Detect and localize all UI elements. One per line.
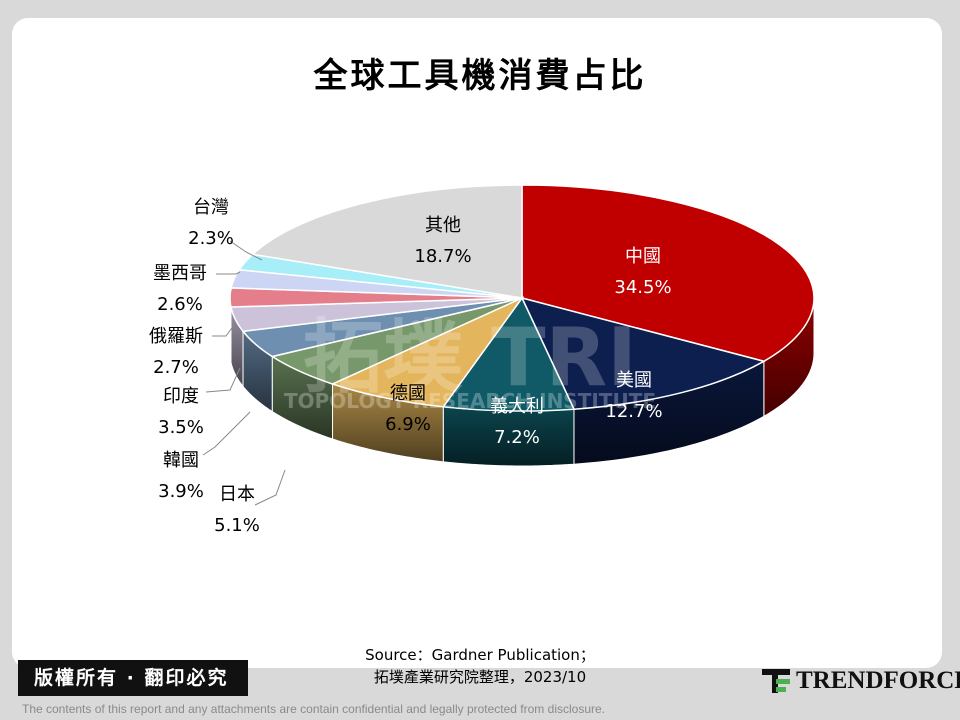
leader-line-印度 (205, 367, 241, 393)
label-name-墨西哥: 墨西哥 (153, 263, 207, 284)
pie-slice-美國 (520, 296, 766, 410)
label-value-義大利: 7.2% (494, 427, 540, 448)
label-value-俄羅斯: 2.7% (153, 357, 199, 378)
leader-line-韓國 (202, 411, 251, 456)
label-value-中國: 34.5% (614, 277, 671, 298)
label-name-日本: 日本 (219, 484, 255, 505)
label-name-德國: 德國 (390, 383, 426, 404)
label-name-印度: 印度 (163, 386, 199, 407)
label-name-韓國: 韓國 (163, 450, 199, 471)
source-line-1: Source：Gardner Publication； (365, 646, 595, 664)
label-value-美國: 12.7% (605, 401, 662, 422)
pie-slice-義大利 (441, 296, 576, 412)
label-value-韓國: 3.9% (158, 481, 204, 502)
disclaimer: The contents of this report and any atta… (22, 702, 605, 716)
copyright-banner: 版權所有 · 翻印必究 (18, 660, 249, 696)
label-name-美國: 美國 (616, 370, 652, 391)
watermark-text: TOPOLOGY RESEARCH INSTITUTE (284, 389, 656, 413)
pie-slice-德國 (330, 296, 525, 408)
leader-line-俄羅斯 (212, 324, 235, 337)
trendforce-logo-text: TRENDFORCE (796, 667, 960, 694)
label-value-印度: 3.5% (158, 417, 204, 438)
label-value-其他: 18.7% (414, 246, 471, 267)
trendforce-logo: TRENDFORCE (762, 664, 960, 698)
data-labels: 中國 34.5% 美國 12.7% 義大利 7.2% 德國 6.9% 日本 5.1% 韓國 3.9% 印… (149, 197, 672, 536)
label-name-俄羅斯: 俄羅斯 (149, 326, 203, 347)
label-name-義大利: 義大利 (490, 396, 544, 417)
label-value-德國: 6.9% (385, 414, 431, 435)
source-line-2: 拓墣產業研究院整理，2023/10 (373, 668, 587, 686)
label-value-日本: 5.1% (214, 515, 260, 536)
pie-side-walls (229, 297, 815, 467)
pie-slice-中國 (521, 184, 815, 363)
watermark-logo: 拓墣 TRI (303, 311, 637, 404)
source-note: Source：Gardner Publication； 拓墣產業研究院整理，20… (300, 644, 660, 688)
label-value-台灣: 2.3% (188, 228, 234, 249)
trendforce-logo-icon (762, 669, 790, 693)
label-name-中國: 中國 (625, 246, 661, 267)
leader-line-墨西哥 (216, 271, 241, 275)
leader-line-日本 (254, 469, 286, 506)
pie-slice-其他 (251, 184, 523, 299)
leader-line-台灣 (229, 240, 263, 261)
label-name-台灣: 台灣 (193, 197, 229, 218)
chart-title: 全球工具機消費占比 (313, 56, 647, 96)
label-name-其他: 其他 (425, 215, 461, 236)
label-value-墨西哥: 2.6% (157, 294, 203, 315)
